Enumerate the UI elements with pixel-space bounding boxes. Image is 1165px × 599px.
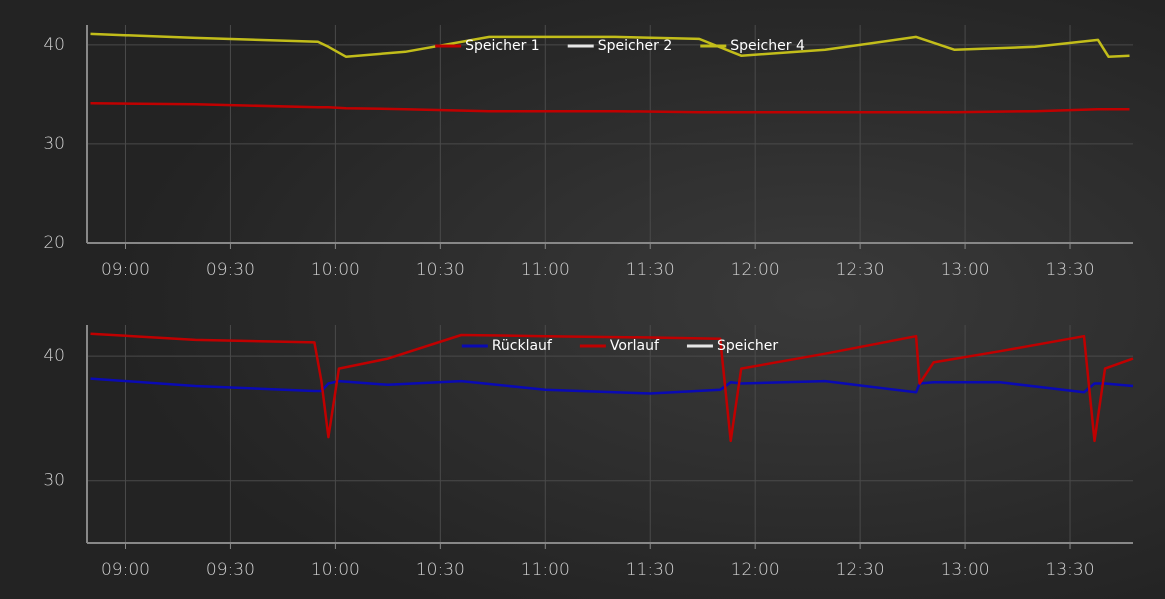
y-tick-label: 30: [43, 471, 65, 491]
x-tick-label: 10:00: [311, 260, 360, 280]
x-tick-label: 11:00: [521, 260, 570, 280]
x-tick-label: 10:30: [416, 260, 465, 280]
legend-label: Speicher 2: [598, 38, 673, 54]
legend-label: Speicher: [717, 338, 778, 354]
x-tick-label: 09:30: [206, 560, 255, 580]
legend-label: Speicher 1: [465, 38, 540, 54]
x-tick-label: 10:30: [416, 560, 465, 580]
x-tick-label: 12:00: [731, 560, 780, 580]
x-tick-label: 12:30: [836, 560, 885, 580]
x-tick-label: 13:30: [1046, 260, 1095, 280]
y-tick-label: 40: [43, 346, 65, 366]
x-tick-label: 11:30: [626, 260, 675, 280]
series-line: [90, 332, 1134, 443]
x-tick-label: 10:00: [311, 560, 360, 580]
x-tick-label: 09:30: [206, 260, 255, 280]
series-line: [90, 102, 1130, 114]
x-tick-label: 12:30: [836, 260, 885, 280]
legend-label: Speicher 4: [730, 38, 805, 54]
x-tick-label: 09:00: [101, 560, 150, 580]
y-tick-label: 30: [43, 134, 65, 154]
x-tick-label: 11:00: [521, 560, 570, 580]
legend-label: Vorlauf: [610, 338, 660, 354]
y-tick-label: 40: [43, 35, 65, 55]
y-tick-label: 20: [43, 233, 65, 253]
x-tick-label: 09:00: [101, 260, 150, 280]
x-tick-label: 11:30: [626, 560, 675, 580]
x-tick-label: 13:30: [1046, 560, 1095, 580]
x-tick-label: 13:00: [941, 260, 990, 280]
x-tick-label: 13:00: [941, 560, 990, 580]
series-line: [90, 32, 1130, 58]
legend-label: Rücklauf: [492, 338, 553, 354]
x-tick-label: 12:00: [731, 260, 780, 280]
